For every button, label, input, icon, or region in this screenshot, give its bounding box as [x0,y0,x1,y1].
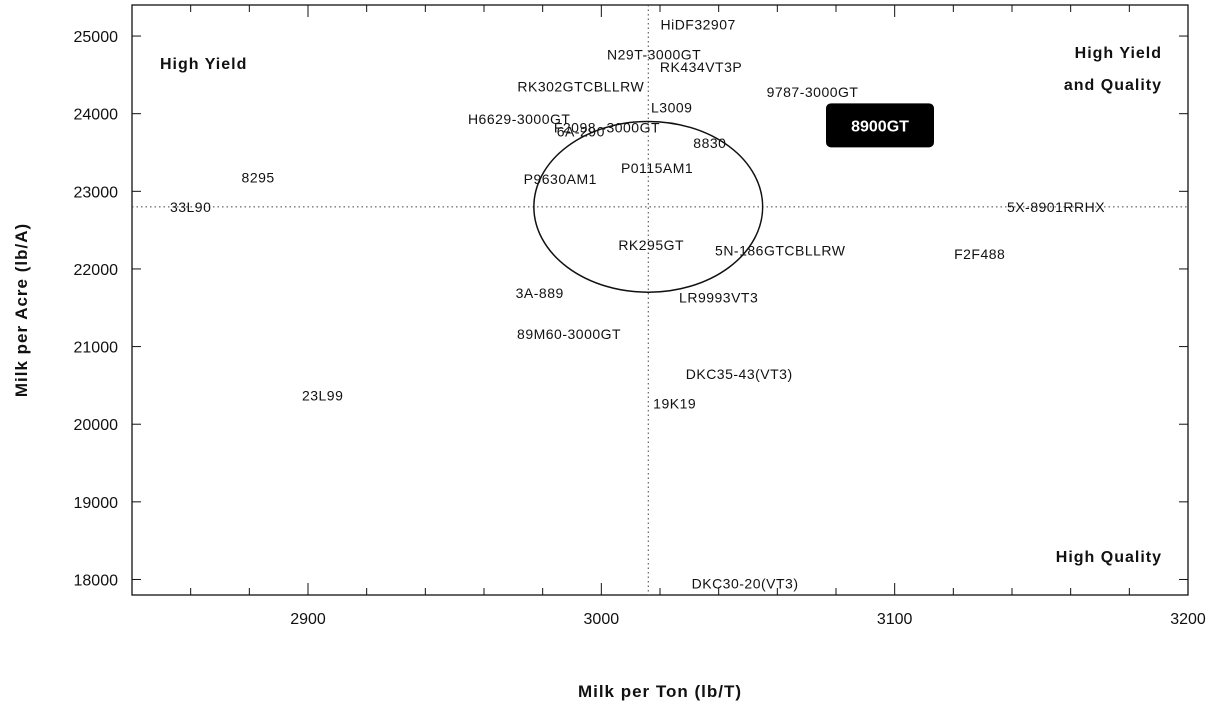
y-tick-label: 25000 [74,29,119,46]
point-label: P9630AM1 [524,171,597,187]
point-label: 9787-3000GT [767,84,859,100]
plot-frame [131,4,1189,596]
point-label: LR9993VT3 [679,290,758,306]
mean-lines [132,5,1188,595]
point-label: L3009 [651,99,692,115]
point-label: 8830 [693,135,726,151]
y-axis-title: Milk per Acre (lb/A) [12,223,31,397]
x-tick-label: 3100 [877,611,913,628]
point-label: H6629-3000GT [468,111,571,127]
point-label: -3000GT [601,120,660,136]
highlight-box [826,103,934,148]
y-tick-label: 21000 [74,340,119,357]
highlight-layer: 8900GT [826,103,934,148]
point-label: HiDF32907 [660,16,735,32]
point-label: 6A-290 [557,124,605,140]
axis-ticks: 2900 3000 3100 3200 18000 19000 20000 21000 2200… [74,5,1206,628]
confidence-ellipse [533,120,764,293]
y-tick-label: 24000 [74,107,119,124]
quadrant-label-high-yield-and-quality-1: High Yield [1075,45,1162,62]
point-label: P0115AM1 [621,160,693,176]
quadrant-label-high-yield: High Yield [160,56,247,73]
confidence-ellipse-layer [533,120,764,293]
point-label: 19K19 [653,395,696,411]
quadrant-label-high-yield-and-quality-2: and Quality [1064,77,1162,94]
point-label: F2098 [554,120,596,136]
point-label: 8295 [242,169,275,185]
point-label: 33L90 [170,199,211,215]
point-label: RK434VT3P [660,59,742,75]
point-label: F2F488 [954,246,1005,262]
point-label: N29T-3000GT [607,47,701,63]
y-tick-label: 19000 [74,495,119,512]
point-label: RK295GT [618,237,684,253]
x-tick-label: 3000 [584,611,620,628]
x-tick-label: 2900 [290,611,326,628]
highlight-label: 8900GT [851,118,909,135]
point-label: 5X-8901RRHX [1007,199,1105,215]
point-label: DKC30-20(VT3) [692,575,799,591]
x-axis-title: Milk per Ton (lb/T) [578,682,742,701]
y-tick-label: 18000 [74,572,119,589]
x-tick-label: 3200 [1170,611,1206,628]
quadrant-label-high-quality: High Quality [1056,549,1162,566]
y-tick-label: 23000 [74,184,119,201]
point-label: 89M60-3000GT [517,326,621,342]
point-label: 23L99 [302,387,343,403]
point-label: 3A-889 [516,285,564,301]
point-label: 5N-186GTCBLLRW [715,242,846,258]
y-tick-label: 20000 [74,417,119,434]
point-label: RK302GTCBLLRW [517,79,644,95]
point-label: DKC35-43(VT3) [686,366,793,382]
y-tick-label: 22000 [74,262,119,279]
